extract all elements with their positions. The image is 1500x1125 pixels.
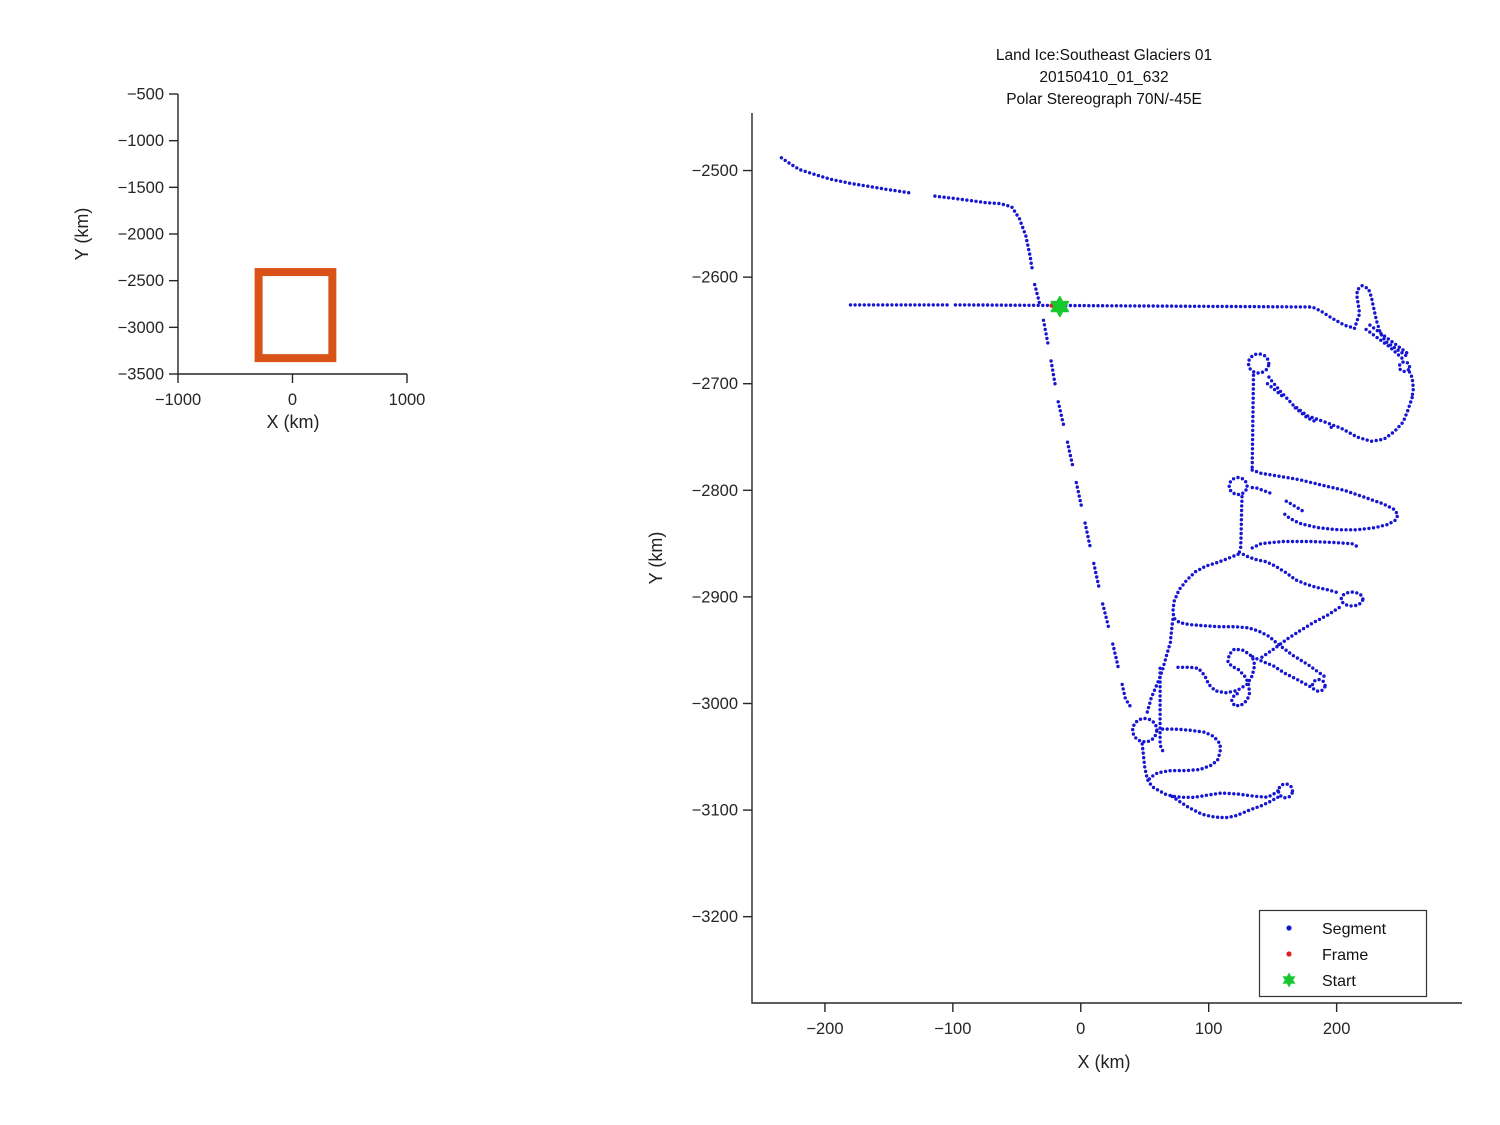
x-tick-label: 100 [1195,1020,1223,1038]
x-tick-label: 200 [1323,1020,1351,1038]
main-title-line2: 20150410_01_632 [1039,69,1168,86]
y-tick-label: −1000 [118,132,164,150]
main-plot: −200 −100 0 100 200 −2500 −2600 −2700 −2800 −2900… [692,113,1462,1038]
y-tick-label: −2500 [118,272,164,290]
y-tick-label: −2500 [692,162,738,180]
legend-start-marker-icon [1282,972,1296,988]
y-tick-label: −3500 [118,366,164,384]
main-title-line3: Polar Stereograph 70N/-45E [1006,91,1202,108]
main-ylabel: Y (km) [646,532,666,585]
legend-segment-marker-icon [1286,925,1292,931]
legend-box: Segment Frame Start [1258,909,1428,998]
x-tick-label: 0 [1076,1020,1085,1038]
legend-frame-marker-icon [1286,951,1292,957]
overview-xlabel: X (km) [267,412,320,432]
y-tick-label: −1500 [118,179,164,197]
y-tick-label: −3100 [692,802,738,820]
y-tick-label: −2900 [692,588,738,606]
flight-extent-box [254,268,337,363]
y-tick-label: −500 [127,86,164,104]
legend-label-segment: Segment [1322,921,1387,938]
main-xlabel: X (km) [1078,1052,1131,1072]
segment-dots [779,156,1415,820]
axis-spines [177,94,407,375]
y-tick-label: −3000 [692,695,738,713]
main-title-line1: Land Ice:Southeast Glaciers 01 [996,47,1212,64]
x-tick-label: 1000 [389,391,426,409]
x-tick-label: −1000 [155,391,201,409]
y-tick-label: −3000 [118,319,164,337]
y-tick-label: −2700 [692,375,738,393]
y-tick-label: −2800 [692,482,738,500]
y-tick-label: −3200 [692,908,738,926]
y-tick-label: −2600 [692,269,738,287]
x-tick-label: −200 [806,1020,843,1038]
overview-plot: −1000 0 1000 −500 −1000 −1500 −2000 −2500 −3000 −… [118,86,426,410]
x-tick-label: 0 [288,391,297,409]
axis-spines [751,113,1462,1004]
x-tick-label: −100 [934,1020,971,1038]
start-marker [1050,296,1069,318]
overview-ylabel: Y (km) [72,208,92,261]
y-tick-label: −2000 [118,226,164,244]
legend-label-frame: Frame [1322,947,1368,964]
legend-label-start: Start [1322,973,1356,990]
